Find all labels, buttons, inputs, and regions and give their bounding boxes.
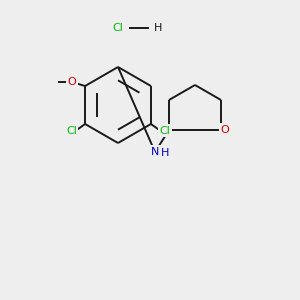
Text: Cl: Cl <box>159 125 170 136</box>
Text: H: H <box>154 23 162 33</box>
Text: Cl: Cl <box>112 23 123 33</box>
Text: O: O <box>220 125 230 135</box>
Text: N: N <box>151 147 159 157</box>
Text: H: H <box>161 148 169 158</box>
Text: Cl: Cl <box>66 125 77 136</box>
Text: O: O <box>68 77 76 87</box>
